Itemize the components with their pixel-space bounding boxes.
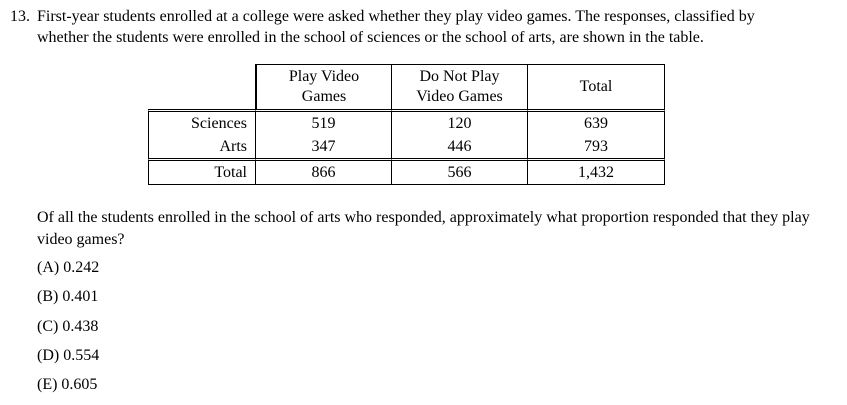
choice-b[interactable]: (B) 0.401 [37, 288, 99, 306]
cell-sciences-total: 639 [528, 109, 665, 135]
col-header-total-line1: Total [579, 78, 613, 95]
cell-grand-total: 1,432 [528, 158, 665, 185]
question-prompt: Of all the students enrolled in the scho… [37, 209, 810, 248]
cell-total-not-play: 566 [392, 158, 528, 185]
choice-c[interactable]: (C) 0.438 [37, 317, 99, 335]
question-intro: 13. First-year students enrolled at a col… [10, 6, 840, 48]
col-header-play-line2: Games [301, 88, 347, 105]
intro-line-1: 13. First-year students enrolled at a col… [10, 6, 840, 27]
cell-arts-total: 793 [528, 135, 665, 158]
col-header-play: Play Video Games [256, 64, 392, 109]
row-label-sciences: Sciences [148, 109, 256, 135]
col-header-not-play-line2: Video Games [416, 88, 503, 105]
table-row: Arts 347 446 793 [148, 135, 665, 158]
choice-d[interactable]: (D) 0.554 [37, 346, 100, 364]
cell-total-play: 866 [256, 158, 392, 185]
row-label-arts: Arts [148, 135, 256, 158]
table-corner-cell [148, 64, 256, 109]
choice-e[interactable]: (E) 0.605 [37, 376, 98, 394]
table-header-row: Play Video Games Do Not Play Video Games… [148, 64, 665, 109]
intro-line-2: whether the students were enrolled in th… [37, 29, 704, 46]
cell-sciences-not-play: 120 [392, 109, 528, 135]
cell-arts-play: 347 [256, 135, 392, 158]
col-header-play-line1: Play Video [288, 68, 360, 85]
choice-a[interactable]: (A) 0.242 [37, 259, 100, 276]
table-row: Total 866 566 1,432 [148, 158, 665, 185]
col-header-not-play-line1: Do Not Play [419, 68, 500, 85]
contingency-table: Play Video Games Do Not Play Video Games… [148, 64, 665, 185]
question-number: 13. [10, 8, 30, 25]
col-header-not-play: Do Not Play Video Games [392, 64, 528, 109]
answer-choices: (A) 0.242 (B) 0.401 (C) 0.438 (D) 0.554 … [37, 259, 99, 405]
cell-arts-not-play: 446 [392, 135, 528, 158]
intro-text-1: First-year students enrolled at a colleg… [37, 8, 755, 25]
table-row: Sciences 519 120 639 [148, 109, 665, 135]
data-table: Play Video Games Do Not Play Video Games… [148, 64, 665, 185]
row-label-total: Total [148, 158, 256, 185]
cell-sciences-play: 519 [256, 109, 392, 135]
col-header-total: Total [528, 64, 665, 109]
